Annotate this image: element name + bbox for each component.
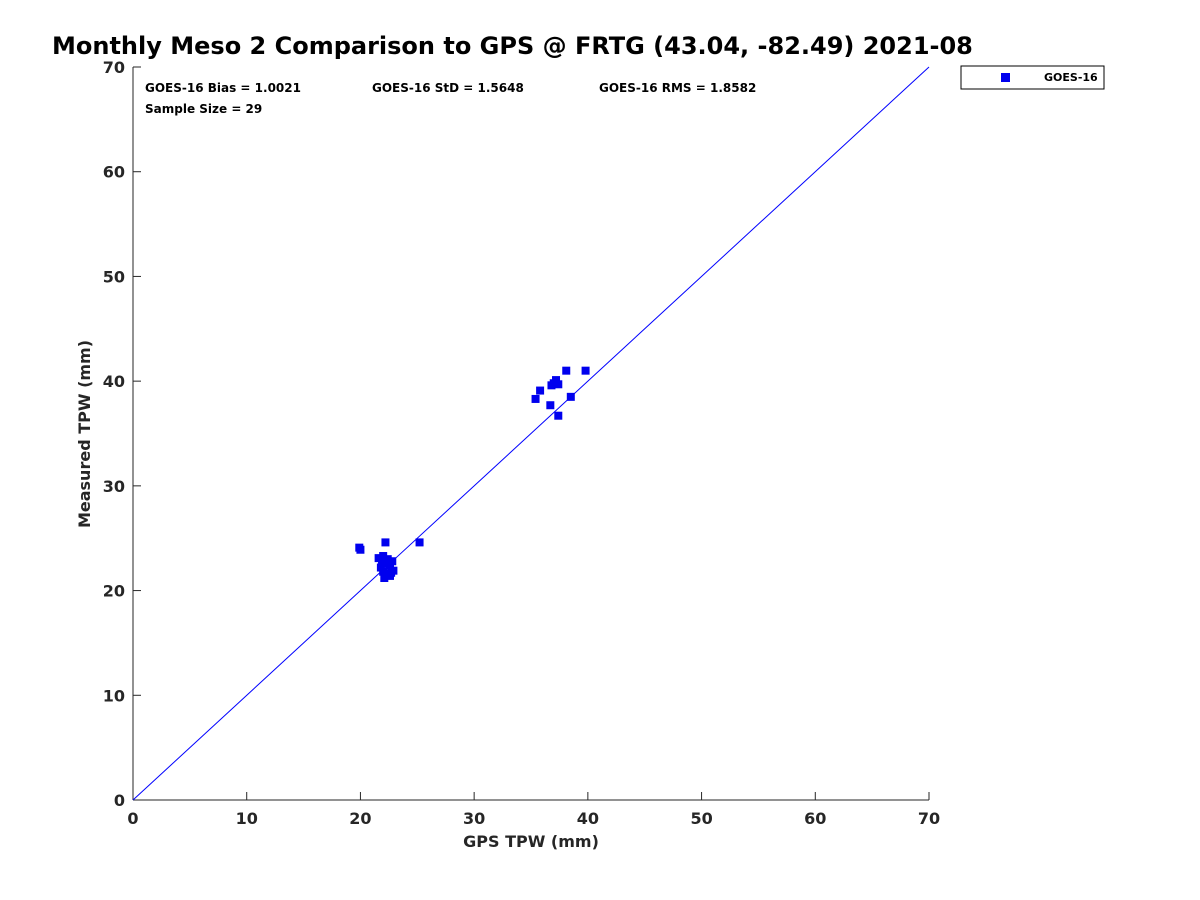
data-point: [378, 556, 387, 565]
data-point: [379, 552, 388, 561]
data-points: [355, 366, 590, 583]
y-tick-label: 30: [103, 477, 125, 496]
data-point: [562, 366, 571, 375]
rms-stat: GOES-16 RMS = 1.8582: [599, 81, 756, 95]
data-point: [376, 563, 385, 572]
x-tick-label: 60: [804, 809, 826, 828]
y-tick-label: 70: [103, 58, 125, 77]
x-tick-label: 30: [463, 809, 485, 828]
axis-ticks: 0 10 20 30 40 50 60 70 0 10 20 30 40 50 60 70: [103, 58, 940, 828]
data-point: [385, 561, 394, 570]
data-point: [388, 557, 397, 566]
data-point: [356, 545, 365, 554]
data-point: [381, 538, 390, 547]
chart-title: Monthly Meso 2 Comparison to GPS @ FRTG …: [52, 32, 973, 60]
x-tick-label: 10: [236, 809, 258, 828]
y-tick-label: 40: [103, 372, 125, 391]
sample-size-stat: Sample Size = 29: [145, 102, 262, 116]
data-point: [536, 386, 545, 395]
legend-label-goes16: GOES-16: [1044, 71, 1098, 84]
data-point: [415, 538, 424, 547]
y-tick-label: 0: [114, 791, 125, 810]
y-tick-label: 60: [103, 163, 125, 182]
legend-marker-goes16: [1001, 73, 1010, 82]
data-point: [387, 568, 396, 577]
bias-stat: GOES-16 Bias = 1.0021: [145, 81, 301, 95]
x-axis-label: GPS TPW (mm): [463, 832, 599, 851]
data-point: [383, 555, 392, 564]
legend: GOES-16: [960, 65, 1105, 90]
data-point: [549, 379, 558, 388]
x-tick-label: 50: [690, 809, 712, 828]
y-tick-label: 20: [103, 582, 125, 601]
legend-box: [960, 65, 1105, 90]
x-tick-label: 0: [127, 809, 138, 828]
data-point: [554, 411, 563, 420]
x-tick-label: 40: [577, 809, 599, 828]
data-point: [380, 574, 389, 583]
x-tick-label: 70: [918, 809, 940, 828]
data-point: [546, 401, 555, 410]
data-point: [554, 380, 563, 389]
data-point: [566, 392, 575, 401]
data-point: [581, 366, 590, 375]
x-tick-label: 20: [349, 809, 371, 828]
plot-area: [132, 67, 929, 801]
data-point: [531, 394, 540, 403]
y-axis-label: Measured TPW (mm): [75, 340, 94, 528]
one-to-one-reference-line: [132, 66, 930, 801]
std-stat: GOES-16 StD = 1.5648: [372, 81, 524, 95]
y-tick-label: 50: [103, 267, 125, 286]
y-tick-label: 10: [103, 686, 125, 705]
